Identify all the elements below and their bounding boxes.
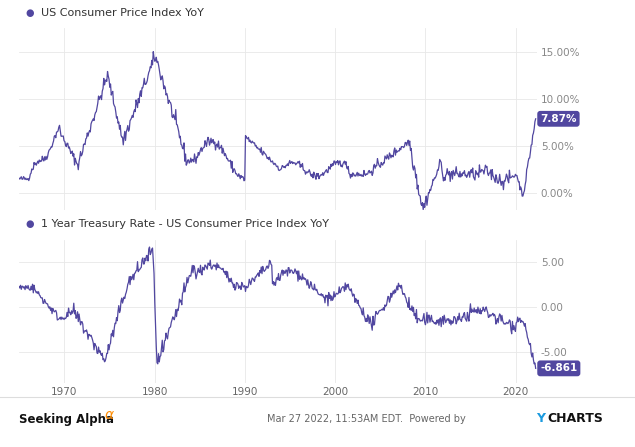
- Text: 7.87%: 7.87%: [540, 114, 577, 124]
- Text: CHARTS: CHARTS: [547, 413, 603, 426]
- Text: 1 Year Treasury Rate - US Consumer Price Index YoY: 1 Year Treasury Rate - US Consumer Price…: [41, 219, 330, 229]
- Text: US Consumer Price Index YoY: US Consumer Price Index YoY: [41, 8, 204, 18]
- Text: -6.861: -6.861: [540, 363, 577, 373]
- Text: Seeking Alpha: Seeking Alpha: [19, 413, 114, 426]
- Text: ●: ●: [25, 219, 34, 229]
- Text: ●: ●: [25, 8, 34, 18]
- Text: α: α: [105, 408, 114, 422]
- Text: Mar 27 2022, 11:53AM EDT.  Powered by: Mar 27 2022, 11:53AM EDT. Powered by: [267, 414, 469, 424]
- Text: Y: Y: [537, 413, 545, 426]
